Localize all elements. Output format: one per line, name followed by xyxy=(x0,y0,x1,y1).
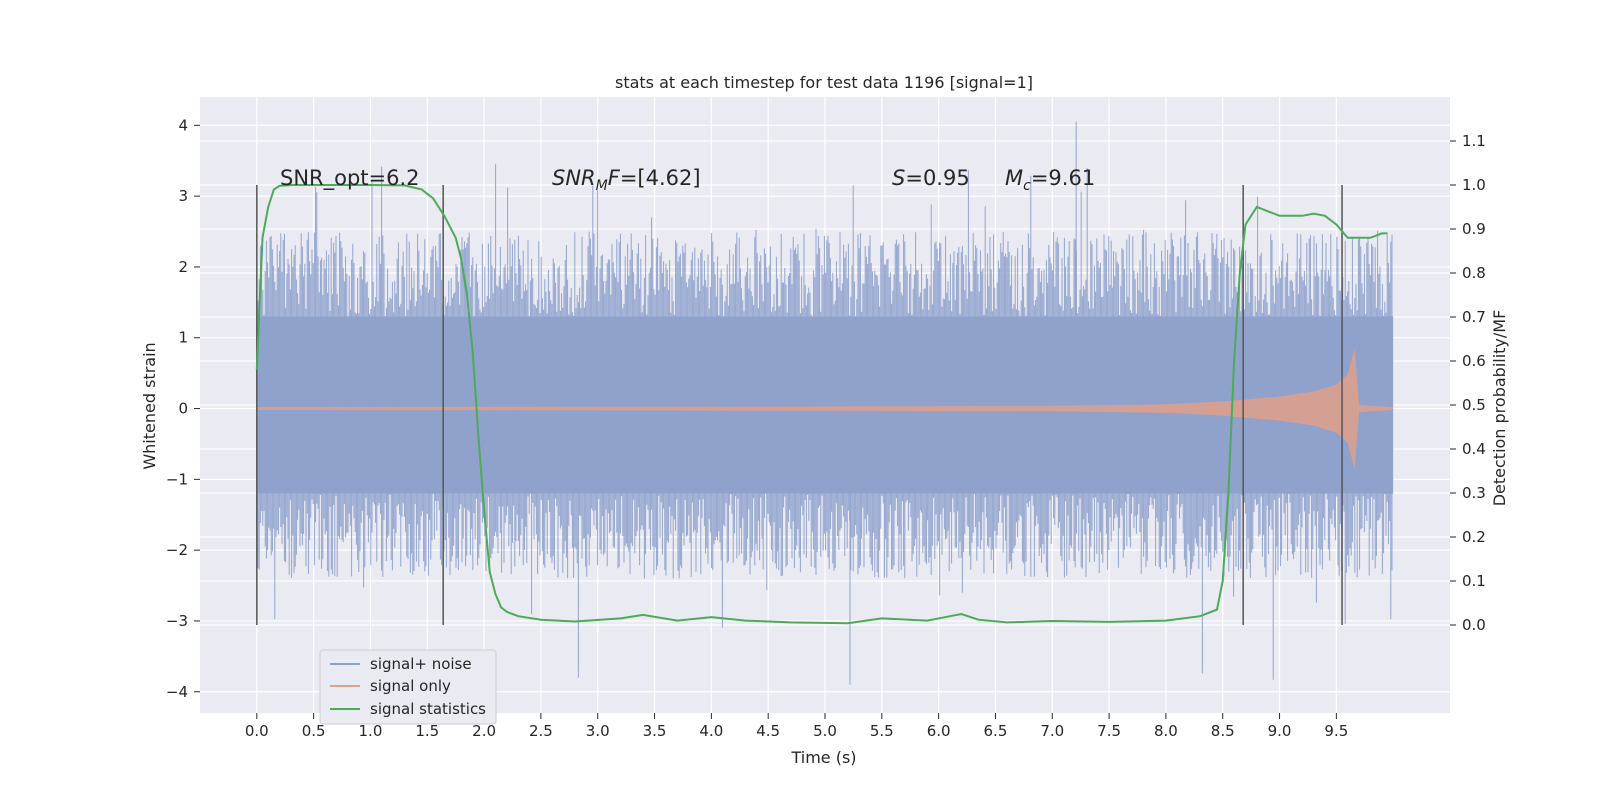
right-tick-label: 0.6 xyxy=(1462,352,1486,370)
y-axis-ticks: 4 3 2 1 0 −1 −2 −3 −4 xyxy=(166,116,200,701)
x-tick-label: 3.0 xyxy=(586,722,610,740)
x-axis-ticks: 0.0 0.5 1.0 1.5 2.0 2.5 3.0 3.5 4.0 4.5 5.0 5.5 6.0 6… xyxy=(245,713,1348,740)
x-tick-label: 8.0 xyxy=(1154,722,1178,740)
annotation-mc: Mc=9.61 xyxy=(1005,166,1095,194)
y-tick-label: −4 xyxy=(166,683,188,701)
x-tick-label: 3.5 xyxy=(643,722,667,740)
right-tick-label: 0.2 xyxy=(1462,528,1486,546)
right-tick-label: 0.8 xyxy=(1462,264,1486,282)
y-tick-label: 2 xyxy=(178,258,188,276)
right-tick-label: 0.1 xyxy=(1462,572,1486,590)
x-tick-label: 0.0 xyxy=(245,722,269,740)
annotation-snr-opt: SNR_opt=6.2 xyxy=(280,166,420,191)
y-tick-label: 0 xyxy=(178,400,188,418)
x-tick-label: 6.0 xyxy=(927,722,951,740)
x-tick-label: 2.5 xyxy=(529,722,553,740)
x-tick-label: 9.0 xyxy=(1268,722,1292,740)
right-tick-label: 0.3 xyxy=(1462,484,1486,502)
signal-only-envelope xyxy=(256,348,1394,469)
y-tick-label: 4 xyxy=(178,116,188,134)
mc-label: M xyxy=(1005,166,1023,190)
right-tick-label: 0.4 xyxy=(1462,440,1486,458)
signal-statistics-series xyxy=(255,184,1388,625)
x-tick-label: 8.5 xyxy=(1211,722,1235,740)
legend-box xyxy=(319,649,497,725)
y-axis-label: Whitened strain xyxy=(140,342,159,469)
right-tick-label: 0.0 xyxy=(1462,616,1486,634)
signal-statistics-line xyxy=(255,184,1388,625)
x-tick-label: 4.0 xyxy=(699,722,723,740)
mc-sub: c xyxy=(1023,178,1031,194)
x-tick-label: 2.0 xyxy=(472,722,496,740)
legend-label-statistics: signal statistics xyxy=(370,700,486,718)
x-tick-label: 1.5 xyxy=(415,722,439,740)
snr-mf-value: =[4.62] xyxy=(620,166,701,190)
right-axis-label: Detection probability/MF xyxy=(1490,310,1509,507)
x-tick-label: 6.5 xyxy=(984,722,1008,740)
vertical-markers xyxy=(256,185,1343,625)
snr-mf-main: SNR xyxy=(552,166,596,190)
x-tick-label: 0.5 xyxy=(302,722,326,740)
x-tick-label: 7.0 xyxy=(1040,722,1064,740)
right-tick-label: 1.0 xyxy=(1462,176,1486,194)
snr-mf-sub: M xyxy=(596,178,608,194)
x-axis-label: Time (s) xyxy=(790,748,856,767)
y-tick-label: −1 xyxy=(166,470,188,488)
x-tick-label: 9.5 xyxy=(1324,722,1348,740)
x-tick-label: 4.5 xyxy=(756,722,780,740)
x-tick-label: 7.5 xyxy=(1097,722,1121,740)
y-tick-label: −2 xyxy=(166,541,188,559)
right-tick-label: 0.7 xyxy=(1462,308,1486,326)
x-tick-label: 1.0 xyxy=(359,722,383,740)
mc-value: =9.61 xyxy=(1031,166,1095,190)
snr-mf-rest: F xyxy=(608,166,621,190)
right-tick-label: 0.9 xyxy=(1462,220,1486,238)
y-tick-label: −3 xyxy=(166,612,188,630)
right-axis-ticks: 1.1 1.0 0.9 0.8 0.7 0.6 0.5 0.4 0.3 0.2 0.1 0.0 xyxy=(1450,132,1486,634)
signal-only-series xyxy=(256,348,1394,469)
chart-title: stats at each timestep for test data 119… xyxy=(615,73,1033,92)
s-value: =0.95 xyxy=(905,166,969,190)
x-tick-label: 5.0 xyxy=(813,722,837,740)
legend: signal+ noise signal only signal statist… xyxy=(319,649,497,725)
x-tick-label: 5.5 xyxy=(870,722,894,740)
legend-label-signal-only: signal only xyxy=(370,677,451,695)
s-label: S xyxy=(892,166,905,190)
right-tick-label: 1.1 xyxy=(1462,132,1486,150)
y-tick-label: 1 xyxy=(178,329,188,347)
annotation-snr-mf: SNRMF=[4.62] xyxy=(552,166,701,194)
annotation-s: S=0.95 xyxy=(892,166,970,190)
legend-label-noise: signal+ noise xyxy=(370,655,472,673)
y-tick-label: 3 xyxy=(178,187,188,205)
right-tick-label: 0.5 xyxy=(1462,396,1486,414)
